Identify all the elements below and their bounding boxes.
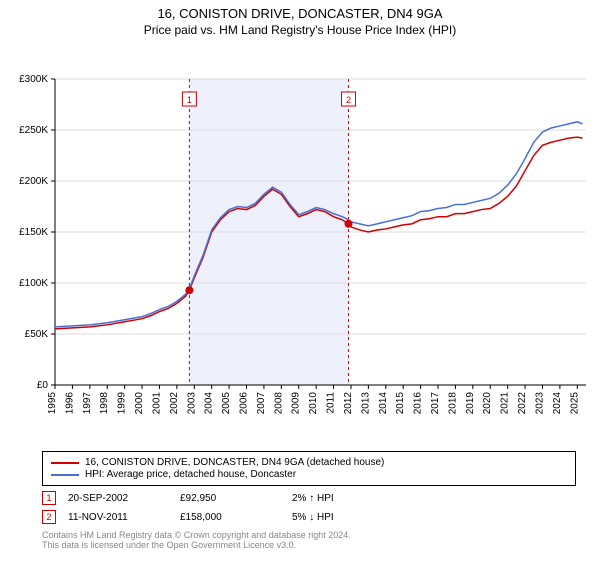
x-axis-tick-label: 2005 xyxy=(221,392,232,415)
sale-row: 2 11-NOV-2011 £158,000 5% ↓ HPI xyxy=(42,510,576,524)
sale-price: £158,000 xyxy=(180,512,280,523)
legend-row: 16, CONISTON DRIVE, DONCASTER, DN4 9GA (… xyxy=(51,457,567,468)
line-chart: £0 £50K £100K £150K £200K £250K £300K 1995 1996 1… xyxy=(0,37,600,447)
chart-area: £0 £50K £100K £150K £200K £250K £300K 1995 1996 1… xyxy=(0,37,600,447)
y-axis-tick-label: £200K xyxy=(19,176,48,187)
x-axis-tick-label: 2016 xyxy=(413,392,424,415)
sale-date: 11-NOV-2011 xyxy=(68,512,168,523)
x-axis-tick-label: 2021 xyxy=(500,392,511,415)
legend-label: 16, CONISTON DRIVE, DONCASTER, DN4 9GA (… xyxy=(85,457,384,468)
x-axis-tick-label: 2007 xyxy=(256,392,267,415)
sales-list: 1 20-SEP-2002 £92,950 2% ↑ HPI 2 11-NOV-2011 £… xyxy=(0,491,600,524)
sale-marker-label: 2 xyxy=(342,92,356,106)
x-axis-tick-label: 2001 xyxy=(151,392,162,415)
x-axis-tick-label: 2024 xyxy=(552,392,563,415)
x-axis-tick-label: 2019 xyxy=(465,392,476,415)
x-axis-tick-label: 2023 xyxy=(534,392,545,415)
sale-price: £92,950 xyxy=(180,493,280,504)
chart-title-line2: Price paid vs. HM Land Registry's House … xyxy=(0,23,600,37)
sale-date: 20-SEP-2002 xyxy=(68,493,168,504)
y-axis-tick-label: £0 xyxy=(37,380,49,391)
y-axis-tick-label: £250K xyxy=(19,125,48,136)
x-axis-tick-label: 2010 xyxy=(308,392,319,415)
x-axis-tick-label: 2025 xyxy=(569,392,580,415)
x-axis-tick-label: 2004 xyxy=(204,392,215,415)
sale-hpi-delta: 5% ↓ HPI xyxy=(292,512,362,523)
chart-title-line1: 16, CONISTON DRIVE, DONCASTER, DN4 9GA xyxy=(0,6,600,21)
x-axis-tick-label: 2022 xyxy=(517,392,528,415)
sale-marker-icon: 1 xyxy=(42,491,56,505)
legend-row: HPI: Average price, detached house, Donc… xyxy=(51,469,567,480)
footer-line2: This data is licensed under the Open Gov… xyxy=(42,540,576,550)
x-axis-tick-label: 2000 xyxy=(134,392,145,415)
x-axis-tick-label: 1995 xyxy=(47,392,58,415)
y-axis-tick-label: £300K xyxy=(19,74,48,85)
x-axis-tick-label: 2006 xyxy=(239,392,250,415)
x-axis-tick-label: 1996 xyxy=(64,392,75,415)
x-axis-tick-label: 2012 xyxy=(343,392,354,415)
x-axis-tick-label: 2020 xyxy=(482,392,493,415)
x-axis-tick-label: 2017 xyxy=(430,392,441,415)
y-axis-tick-label: £100K xyxy=(19,278,48,289)
sale-row: 1 20-SEP-2002 £92,950 2% ↑ HPI xyxy=(42,491,576,505)
legend-swatch xyxy=(51,462,79,464)
x-axis-tick-label: 2008 xyxy=(273,392,284,415)
svg-text:2: 2 xyxy=(346,95,351,105)
x-axis-tick-label: 1997 xyxy=(82,392,93,415)
legend-label: HPI: Average price, detached house, Donc… xyxy=(85,469,296,480)
x-axis-tick-label: 1998 xyxy=(99,392,110,415)
footer-line1: Contains HM Land Registry data © Crown c… xyxy=(42,530,576,540)
x-axis-tick-label: 2009 xyxy=(291,392,302,415)
x-axis-tick-label: 1999 xyxy=(117,392,128,415)
y-axis-tick-label: £50K xyxy=(25,329,49,340)
x-axis-tick-label: 2018 xyxy=(447,392,458,415)
x-axis-tick-label: 2015 xyxy=(395,392,406,415)
legend: 16, CONISTON DRIVE, DONCASTER, DN4 9GA (… xyxy=(42,451,576,486)
sale-marker-label: 1 xyxy=(182,92,196,106)
sale-hpi-delta: 2% ↑ HPI xyxy=(292,493,362,504)
x-axis-tick-label: 2002 xyxy=(169,392,180,415)
x-axis-tick-label: 2013 xyxy=(360,392,371,415)
legend-swatch xyxy=(51,474,79,476)
x-axis-tick-label: 2011 xyxy=(326,392,337,414)
x-axis-tick-label: 2003 xyxy=(186,392,197,415)
sale-marker-icon: 2 xyxy=(42,510,56,524)
footer-attribution: Contains HM Land Registry data © Crown c… xyxy=(42,530,576,550)
x-axis-tick-label: 2014 xyxy=(378,392,389,415)
y-axis-tick-label: £150K xyxy=(19,227,48,238)
svg-text:1: 1 xyxy=(187,95,192,105)
